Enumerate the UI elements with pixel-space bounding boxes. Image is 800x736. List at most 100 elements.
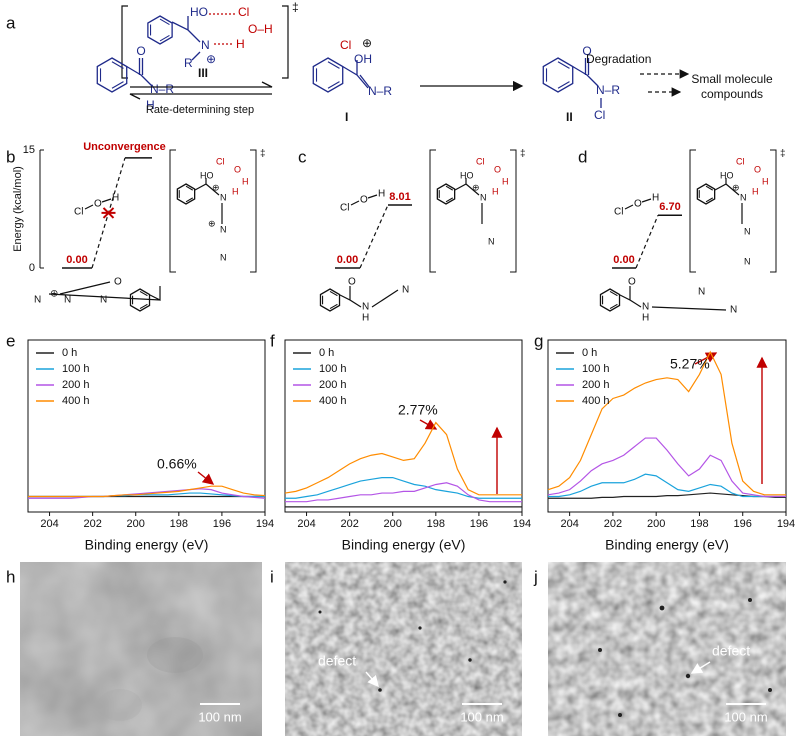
y-tick-label: 15 — [23, 144, 35, 156]
atom-label: ⊕ — [732, 182, 740, 192]
atom-label: N — [488, 236, 495, 246]
sem-image — [548, 562, 786, 736]
atom-label: ⊕ — [362, 36, 372, 50]
legend-label: 200 h — [319, 379, 347, 391]
atom-label: Cl — [340, 38, 351, 52]
bond — [359, 74, 371, 89]
panel-label: h — [6, 567, 15, 586]
series-line — [28, 485, 266, 498]
bond — [572, 58, 602, 108]
double-bond — [445, 197, 454, 203]
bond — [171, 16, 201, 61]
double-bond — [329, 303, 338, 310]
legend-label: 200 h — [582, 379, 610, 391]
double-bond — [139, 303, 148, 310]
atom-label: H — [112, 193, 119, 204]
benzene-ring — [319, 288, 341, 312]
legend-label: 400 h — [62, 395, 90, 407]
x-axis-label: Binding energy (eV) — [342, 537, 466, 553]
benzene-ring — [542, 57, 574, 93]
double-bond — [159, 34, 170, 42]
reaction-path — [359, 204, 389, 269]
double-bond — [159, 18, 170, 26]
atom-label: O — [494, 164, 501, 174]
annotation: 0.66% — [157, 456, 197, 472]
panel-label: i — [270, 567, 274, 586]
x-axis-label: Binding energy (eV) — [85, 537, 209, 553]
panel-label: j — [533, 567, 538, 586]
double-bond — [185, 185, 194, 191]
value-label: 0.00 — [66, 254, 87, 266]
atom-label: ⊕ — [212, 182, 220, 192]
atom-label: Cl — [594, 108, 605, 122]
x-tick-label: 198 — [427, 518, 445, 530]
annotation: Unconvergence — [83, 141, 166, 153]
x-tick-label: 202 — [340, 518, 358, 530]
y-tick-label: 0 — [29, 262, 35, 274]
atom-label: N — [698, 287, 705, 298]
atom-label: HO — [200, 170, 214, 180]
defect-spot — [598, 648, 602, 652]
defect-label: defect — [318, 653, 356, 669]
atom-label: Cl — [216, 156, 225, 166]
atom-label: O — [348, 277, 356, 288]
defect-spot — [685, 673, 691, 679]
defects — [318, 580, 772, 717]
product-label: II — [566, 110, 573, 124]
atom-label: N — [480, 192, 487, 202]
double-bond — [557, 81, 570, 89]
legend-label: 400 h — [319, 395, 347, 407]
atom-label: N — [744, 226, 751, 236]
bracket — [169, 149, 257, 273]
benzene-ring — [696, 183, 716, 205]
double-bond — [705, 185, 714, 191]
atom-label: N — [744, 256, 751, 266]
value-label: 0.00 — [337, 254, 358, 266]
dagger: ‡ — [260, 149, 266, 160]
x-tick-label: 204 — [40, 518, 58, 530]
defect-spot — [618, 713, 622, 717]
sem-image — [285, 562, 522, 736]
atom-label: Cl — [476, 156, 485, 166]
atom-label: N — [220, 224, 227, 234]
plot-frame — [284, 339, 523, 513]
h-bond — [209, 13, 236, 45]
y-axis-label: Energy (kcal/mol) — [12, 166, 24, 252]
atom-label: H — [752, 186, 759, 196]
bond — [624, 198, 652, 210]
panel-label: d — [578, 147, 587, 166]
panel-label: f — [270, 331, 275, 350]
scale-label: 100 nm — [724, 709, 767, 724]
sem-feature — [147, 637, 203, 673]
atom-label: N — [362, 302, 369, 313]
defect-spot — [503, 580, 507, 584]
double-bond — [111, 61, 124, 69]
panel-label: g — [534, 331, 543, 350]
defect-spot — [468, 658, 472, 662]
atom-label: N — [642, 302, 649, 313]
benzene-ring — [312, 57, 344, 93]
bracket — [121, 5, 289, 79]
x-tick-label: 194 — [777, 518, 795, 530]
x-axis-label: Binding energy (eV) — [605, 537, 729, 553]
atom-label: N–R — [150, 82, 174, 96]
double-bond — [609, 290, 618, 297]
atom-label: N — [740, 192, 747, 202]
plot-frame — [547, 339, 787, 513]
atom-label: H — [236, 37, 245, 51]
annotation: 5.27% — [670, 356, 710, 372]
defect-arrow — [690, 661, 711, 674]
atom-label: O — [628, 277, 636, 288]
double-bond — [705, 197, 714, 203]
series-line — [28, 488, 266, 499]
atom-label: N — [100, 295, 107, 306]
bond — [714, 178, 743, 224]
defect-spot — [768, 688, 772, 692]
atom-label: H — [362, 313, 369, 324]
atom-label: O — [234, 164, 241, 174]
product-text: Small molecule — [691, 72, 773, 86]
x-tick-label: 196 — [470, 518, 488, 530]
x-tick-label: 194 — [513, 518, 531, 530]
atom-label: H — [762, 176, 769, 186]
atom-label: Cl — [74, 207, 83, 218]
